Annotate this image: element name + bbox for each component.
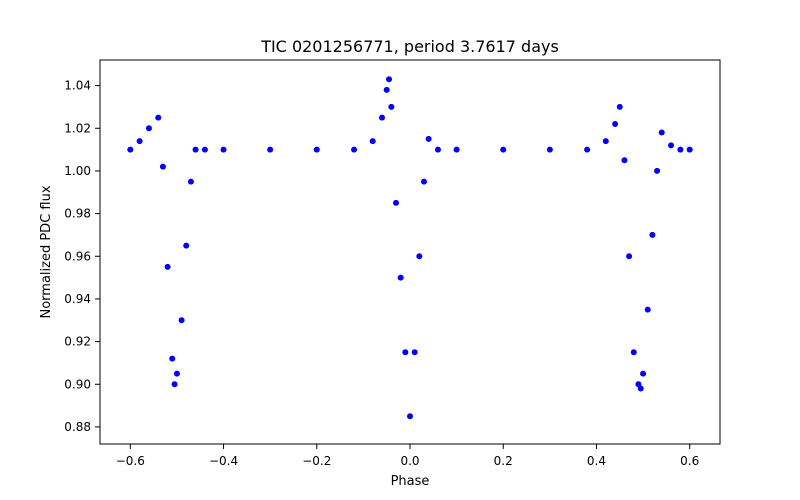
data-point: [164, 263, 171, 270]
data-point: [612, 121, 619, 127]
data-point: [187, 178, 194, 185]
data-point: [654, 167, 661, 174]
y-tick-label: 0.98: [64, 207, 91, 221]
data-point: [159, 163, 166, 170]
data-point: [393, 199, 400, 206]
data-point: [383, 86, 390, 93]
data-point: [630, 349, 637, 356]
y-tick-label: 1.04: [64, 79, 91, 93]
data-point: [546, 146, 553, 153]
x-axis-label: Phase: [391, 474, 430, 489]
data-point: [183, 242, 190, 249]
data-point: [127, 146, 134, 153]
data-point: [267, 146, 274, 153]
data-point: [192, 146, 199, 153]
x-tick-label: 0.4: [587, 454, 606, 468]
y-tick-label: 0.90: [64, 377, 91, 391]
data-point: [171, 381, 178, 388]
data-point: [621, 157, 628, 164]
data-point: [397, 274, 404, 281]
y-tick-label: 0.88: [64, 420, 91, 434]
x-axis-ticks: −0.6 −0.4 −0.2 0.0 0.2 0.4 0.6: [116, 444, 699, 468]
data-point: [686, 146, 693, 153]
data-point: [434, 146, 441, 153]
data-point: [145, 125, 152, 132]
data-point: [313, 146, 320, 153]
data-point: [386, 76, 393, 83]
data-point: [644, 306, 651, 313]
data-point: [420, 178, 427, 185]
x-tick-label: −0.6: [116, 454, 145, 468]
data-point: [407, 413, 413, 420]
data-point: [616, 103, 623, 110]
y-tick-label: 1.00: [64, 164, 91, 178]
y-tick-label: 0.92: [64, 335, 91, 349]
data-point: [178, 317, 185, 324]
data-point: [136, 138, 143, 145]
data-point: [369, 138, 376, 145]
data-point: [351, 146, 358, 153]
data-point: [668, 142, 675, 149]
data-point: [155, 114, 162, 121]
y-tick-label: 1.02: [64, 121, 91, 135]
data-point: [649, 231, 656, 238]
data-point: [677, 146, 684, 153]
y-tick-label: 0.94: [64, 292, 91, 306]
data-point: [637, 385, 644, 392]
data-point: [388, 103, 395, 110]
y-axis-label: Normalized PDC flux: [39, 185, 54, 318]
data-point: [201, 146, 208, 153]
data-points: [127, 76, 693, 420]
data-point: [640, 370, 647, 377]
data-point: [658, 129, 665, 136]
data-point: [425, 135, 432, 142]
y-tick-label: 0.96: [64, 249, 91, 263]
data-point: [416, 253, 423, 260]
chart-title: TIC 0201256771, period 3.7617 days: [260, 37, 559, 56]
data-point: [402, 349, 409, 356]
data-point: [169, 355, 176, 362]
data-point: [220, 146, 227, 153]
x-tick-label: −0.2: [302, 454, 331, 468]
x-tick-label: 0.2: [494, 454, 513, 468]
data-point: [626, 253, 633, 260]
data-point: [411, 349, 418, 356]
data-point: [500, 146, 507, 153]
data-point: [173, 370, 180, 377]
x-tick-label: 0.0: [400, 454, 419, 468]
data-point: [379, 114, 386, 121]
y-axis-ticks: 0.88 0.90 0.92 0.94 0.96 0.98 1.00 1.02 1.04: [64, 79, 100, 434]
data-point: [453, 146, 460, 153]
x-tick-label: −0.4: [209, 454, 238, 468]
data-point: [602, 138, 609, 145]
x-tick-label: 0.6: [680, 454, 699, 468]
data-point: [584, 146, 591, 153]
